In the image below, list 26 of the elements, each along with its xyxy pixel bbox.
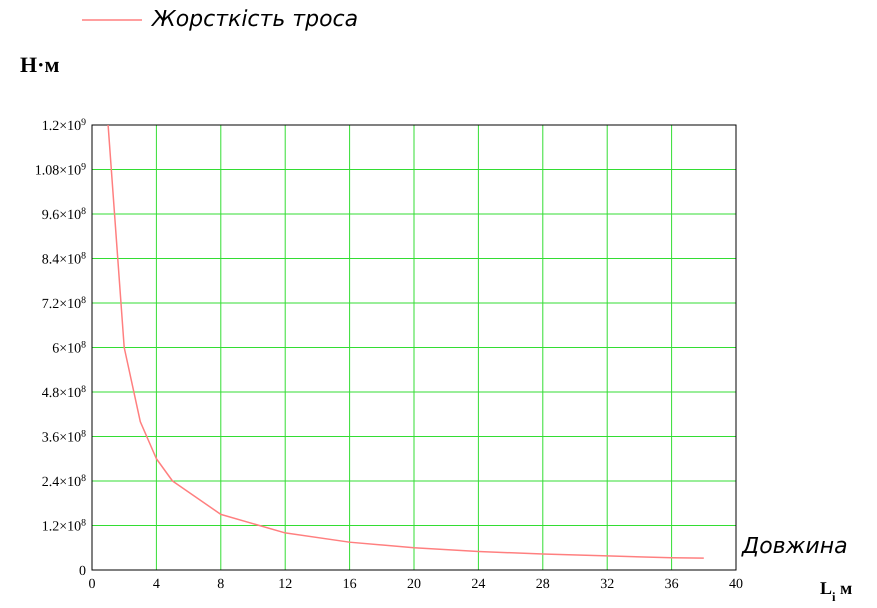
y-tick-label: 1.2×10$^{8}$ <box>42 517 86 534</box>
x-tick-label: 20 <box>407 577 421 592</box>
y-tick-label: 0 <box>79 564 86 579</box>
legend-label: Жорсткість троса <box>150 7 358 32</box>
text: Довжина <box>741 534 848 559</box>
x-tick-label: 32 <box>600 577 614 592</box>
y-tick-label: 1.08×10$^{9}$ <box>34 161 86 178</box>
x-tick-label: 4 <box>152 577 160 592</box>
x-tick-label: 8 <box>217 577 224 592</box>
x-tick-label: 28 <box>536 577 550 592</box>
y-tick-label: 7.2×10$^{8}$ <box>42 294 86 312</box>
x-tick-label: 24 <box>471 577 486 592</box>
x-axis-title: L$_{i}$ м <box>820 578 852 604</box>
y-axis-title: Н·м <box>20 52 60 77</box>
y-tick-label: 3.6×10$^{8}$ <box>42 428 86 446</box>
y-tick-label: 2.4×10$^{8}$ <box>42 472 86 490</box>
x-tick-label: 16 <box>342 577 357 592</box>
x-tick-label: 40 <box>729 577 743 592</box>
y-tick-label: 1.2×10$^{9}$ <box>42 116 86 134</box>
line-series <box>107 124 705 559</box>
x-tick-label: 12 <box>278 577 292 592</box>
y-tick-label: 8.4×10$^{8}$ <box>42 250 86 268</box>
x-tick-label: 36 <box>664 577 679 592</box>
y-tick-label: 6×10$^{8}$ <box>52 339 86 356</box>
y-tick-label: 9.6×10$^{8}$ <box>42 206 86 223</box>
y-tick-label: 4.8×10$^{8}$ <box>42 384 86 401</box>
